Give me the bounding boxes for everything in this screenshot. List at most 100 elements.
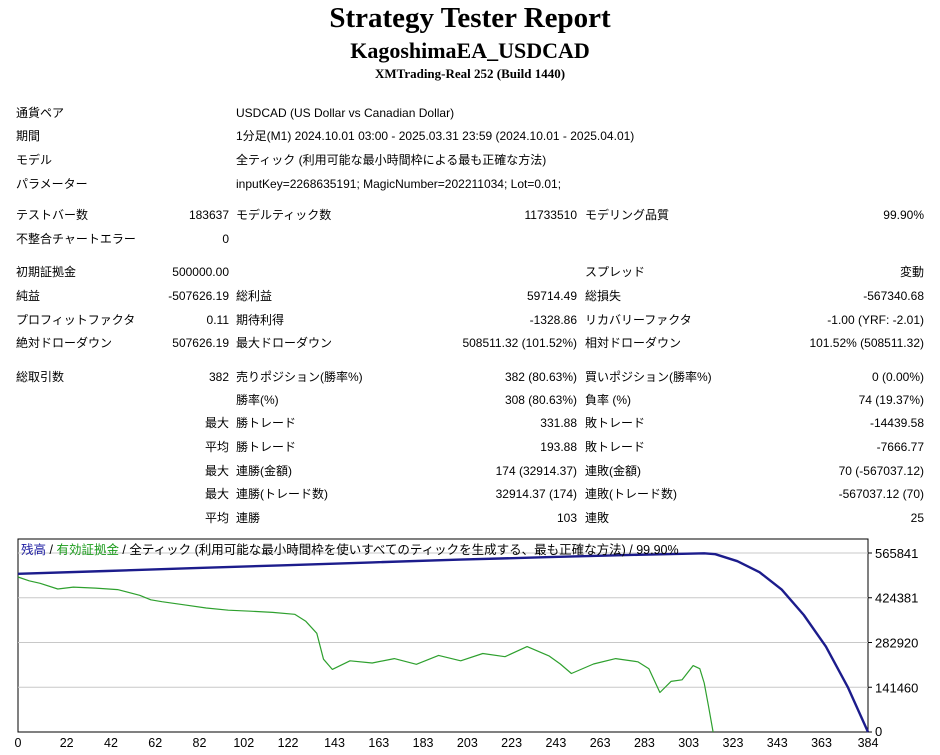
period-value: 1分足(M1) 2024.10.01 03:00 - 2025.03.31 23… <box>236 129 635 143</box>
max-dd-value: 508511.32 (101.52%) <box>462 336 577 350</box>
plot-frame <box>17 538 869 733</box>
x-tick-label: 0 <box>14 736 22 750</box>
x-tick-label: 384 <box>857 736 879 750</box>
avg-loss-value: -7666.77 <box>876 440 924 454</box>
legend-rest: / 全ティック (利用可能な最小時間枠を使いすべてのティックを生成する、最も正確… <box>118 543 679 557</box>
avg-label: 平均 <box>204 440 229 454</box>
best-trade-label: 勝トレード <box>236 416 297 430</box>
x-tick-label: 183 <box>412 736 434 750</box>
chart-caption: 残高 / 有効証拠金 / 全ティック (利用可能な最小時間枠を使いすべてのティッ… <box>21 539 679 558</box>
long-value: 0 (0.00%) <box>871 370 924 384</box>
short-label: 売りポジション(勝率%) <box>236 370 363 384</box>
x-tick-label: 363 <box>811 736 832 750</box>
period-label: 期間 <box>16 129 41 143</box>
best-trade-value: 331.88 <box>540 416 577 430</box>
x-tick-label: 223 <box>501 736 523 750</box>
cons-wins-cnt-label: 連勝(トレード数) <box>236 487 328 501</box>
worst-trade-value: -14439.58 <box>869 416 924 430</box>
legend-equity: 有効証拠金 <box>56 543 119 557</box>
abs-dd-label: 絶対ドローダウン <box>16 336 113 350</box>
pf-value: 0.11 <box>206 313 229 327</box>
x-tick-label: 343 <box>766 736 788 750</box>
pf-label: プロフィットファクタ <box>16 313 136 327</box>
max-label-2: 最大 <box>204 464 229 478</box>
lossrate-label: 負率 (%) <box>585 393 631 407</box>
x-tick-label: 163 <box>368 736 390 750</box>
report-title: Strategy Tester Report <box>329 2 611 34</box>
gross-loss-label: 総損失 <box>585 289 622 303</box>
y-tick-label: 0 <box>875 724 882 737</box>
deposit-value: 500000.00 <box>172 265 229 279</box>
long-label: 買いポジション(勝率%) <box>585 370 712 384</box>
avg-cons-loss-label: 連敗 <box>585 511 610 525</box>
avg-loss-label: 敗トレード <box>585 440 646 454</box>
quality-value: 99.90% <box>883 208 924 222</box>
x-tick-label: 283 <box>633 736 655 750</box>
net-value: -507626.19 <box>168 289 229 303</box>
y-tick-label: 141460 <box>875 680 918 695</box>
y-tick-label: 424381 <box>875 591 918 606</box>
avg-cons-wins-label: 連勝 <box>236 511 261 525</box>
params-label: パラメーター <box>16 177 88 191</box>
spread-label: スプレッド <box>585 265 646 279</box>
x-tick-label: 122 <box>277 736 299 750</box>
server-build: XMTrading-Real 252 (Build 1440) <box>374 66 566 81</box>
avg-cons-loss-value: 25 <box>910 511 924 525</box>
gross-loss-value: -567340.68 <box>863 289 924 303</box>
x-tick-label: 62 <box>148 736 163 750</box>
cons-loss-cnt-value: -567037.12 (70) <box>838 487 924 501</box>
mismatch-value: 0 <box>222 232 229 246</box>
abs-dd-value: 507626.19 <box>172 336 229 350</box>
symbol-label: 通貨ペア <box>16 106 65 120</box>
max-label: 最大 <box>204 416 229 430</box>
ticks-label: モデルティック数 <box>236 208 332 222</box>
x-tick-label: 143 <box>324 736 345 750</box>
expected-value: -1328.86 <box>529 313 577 327</box>
cons-wins-amt-value: 174 (32914.37) <box>495 464 577 478</box>
symbol-value: USDCAD (US Dollar vs Canadian Dollar) <box>236 106 455 120</box>
recovery-value: -1.00 (YRF: -2.01) <box>827 313 924 327</box>
x-tick-label: 263 <box>589 736 611 750</box>
model-label: モデル <box>16 153 53 167</box>
deposit-label: 初期証拠金 <box>16 265 77 279</box>
equity-line <box>17 576 714 733</box>
avg-label-2: 平均 <box>204 511 229 525</box>
x-tick-label: 102 <box>233 736 255 750</box>
recovery-label: リカバリーファクタ <box>585 313 692 327</box>
cons-loss-amt-label: 連敗(金額) <box>585 464 641 478</box>
winrate-label: 勝率(%) <box>236 393 279 407</box>
x-tick-label: 203 <box>456 736 478 750</box>
x-tick-label: 42 <box>104 736 118 750</box>
x-tick-label: 82 <box>192 736 207 750</box>
rel-dd-value: 101.52% (508511.32) <box>809 336 924 350</box>
avg-cons-wins-value: 103 <box>556 511 577 525</box>
model-value: 全ティック (利用可能な最小時間枠による最も正確な方法) <box>236 153 547 167</box>
winrate-value: 308 (80.63%) <box>504 393 577 407</box>
total-trades-label: 総取引数 <box>16 370 65 384</box>
bars-value: 183637 <box>188 208 229 222</box>
avg-win-value: 193.88 <box>540 440 577 454</box>
cons-wins-amt-label: 連勝(金額) <box>236 464 292 478</box>
chart-svg: 565841 424381 282920 141460 0 <box>17 538 918 737</box>
max-dd-label: 最大ドローダウン <box>236 336 333 350</box>
lossrate-value: 74 (19.37%) <box>858 393 924 407</box>
balance-line <box>17 552 870 733</box>
rel-dd-label: 相対ドローダウン <box>585 336 682 350</box>
gross-profit-value: 59714.49 <box>526 289 577 303</box>
gross-profit-label: 総利益 <box>236 289 273 303</box>
x-tick-label: 22 <box>59 736 74 750</box>
x-tick-label: 323 <box>722 736 744 750</box>
y-tick-label: 282920 <box>875 636 918 651</box>
params-value: inputKey=2268635191; MagicNumber=2022110… <box>236 177 562 191</box>
cons-loss-amt-value: 70 (-567037.12) <box>838 464 924 478</box>
cons-loss-cnt-label: 連敗(トレード数) <box>585 487 677 501</box>
x-tick-label: 243 <box>545 736 567 750</box>
legend-sep: / <box>46 543 57 557</box>
legend-balance: 残高 <box>21 543 47 557</box>
total-trades-value: 382 <box>208 370 229 384</box>
worst-trade-label: 敗トレード <box>585 416 646 430</box>
avg-win-label: 勝トレード <box>236 440 297 454</box>
x-tick-label: 303 <box>678 736 700 750</box>
balance-chart: 565841 424381 282920 141460 0 残高 / 有効証拠金 / 全… <box>15 537 924 750</box>
ticks-value: 11733510 <box>524 208 578 222</box>
